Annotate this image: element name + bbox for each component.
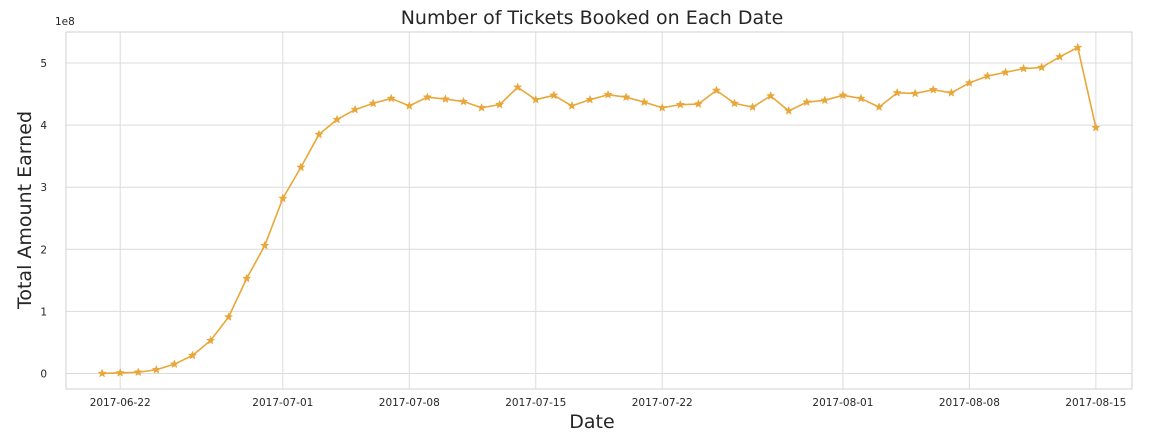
y-tick-label: 0 — [40, 368, 47, 380]
data-point-marker — [711, 85, 722, 95]
tick-labels: 0 1 2 3 4 5 2017-06-22 2017-07-01 2017-07-08 2017… — [40, 58, 1126, 409]
data-point-marker — [278, 193, 288, 203]
data-point-marker — [549, 90, 559, 100]
y-axis-label: Total Amount Earned — [14, 111, 36, 310]
data-point-marker — [296, 162, 306, 172]
x-tick-label: 2017-07-08 — [379, 397, 440, 409]
data-point-marker — [892, 87, 902, 97]
data-point-marker — [675, 99, 685, 109]
data-point-marker — [368, 98, 378, 108]
data-point-marker — [531, 94, 541, 104]
y-tick-label: 5 — [40, 58, 47, 70]
x-tick-label: 2017-07-01 — [252, 397, 313, 409]
data-point-marker — [820, 95, 830, 105]
y-tick-label: 4 — [40, 120, 47, 132]
data-point-marker — [874, 102, 884, 112]
x-tick-label: 2017-07-22 — [632, 397, 693, 409]
y-tick-label: 3 — [40, 182, 47, 194]
data-point-marker — [1000, 67, 1011, 77]
data-point-marker — [205, 335, 216, 345]
data-point-marker — [693, 99, 704, 108]
data-point-marker — [133, 367, 143, 377]
data-point-marker — [856, 93, 866, 103]
data-point-marker — [494, 99, 505, 109]
x-tick-label: 2017-08-01 — [812, 397, 873, 409]
data-point-marker — [1073, 42, 1083, 52]
data-point-marker — [1018, 63, 1029, 73]
data-point-marker — [946, 87, 956, 97]
data-point-marker — [151, 364, 161, 374]
data-point-marker — [187, 350, 198, 360]
data-point-marker — [1037, 62, 1047, 72]
data-point-marker — [838, 90, 848, 100]
data-point-marker — [729, 98, 740, 108]
data-point-marker — [314, 129, 324, 139]
data-point-marker — [964, 78, 975, 87]
y-offset-label: 1e8 — [55, 16, 75, 28]
data-point-marker — [1091, 122, 1101, 132]
data-point-marker — [260, 240, 270, 250]
y-tick-label: 2 — [40, 244, 47, 256]
data-point-marker — [621, 92, 631, 102]
grid — [66, 32, 1132, 389]
data-point-marker — [910, 88, 920, 98]
data-point-marker — [476, 102, 487, 112]
data-point-marker — [603, 89, 613, 99]
series-line — [102, 46, 1097, 375]
data-point-marker — [223, 312, 234, 321]
data-point-marker — [1055, 51, 1065, 61]
x-tick-label: 2017-08-15 — [1065, 397, 1126, 409]
data-point-marker — [115, 367, 125, 377]
plot-frame — [65, 31, 1133, 390]
data-point-marker — [386, 93, 396, 103]
data-point-marker — [747, 102, 758, 112]
x-tick-label: 2017-08-08 — [939, 397, 1000, 409]
data-point-marker — [513, 82, 523, 92]
data-point-marker — [242, 273, 252, 283]
data-point-marker — [784, 105, 794, 115]
data-point-marker — [765, 91, 776, 100]
data-point-marker — [440, 94, 451, 104]
y-tick-label: 1 — [40, 306, 47, 318]
data-point-marker — [422, 92, 433, 102]
data-point-marker — [567, 100, 577, 110]
x-tick-label: 2017-06-22 — [90, 397, 151, 409]
chart-title: Number of Tickets Booked on Each Date — [401, 7, 784, 29]
data-point-marker — [97, 368, 107, 378]
data-point-marker — [928, 84, 938, 94]
data-point-marker — [982, 71, 993, 81]
data-point-marker — [802, 97, 812, 107]
data-point-marker — [639, 97, 649, 107]
data-point-marker — [585, 94, 595, 104]
data-point-marker — [169, 359, 180, 369]
series-layer — [97, 42, 1101, 378]
x-tick-label: 2017-07-15 — [505, 397, 566, 409]
data-point-marker — [350, 104, 360, 114]
data-point-marker — [657, 102, 667, 112]
x-axis-label: Date — [569, 411, 614, 433]
data-point-marker — [404, 100, 414, 110]
data-point-marker — [458, 96, 469, 106]
data-point-marker — [332, 114, 342, 124]
